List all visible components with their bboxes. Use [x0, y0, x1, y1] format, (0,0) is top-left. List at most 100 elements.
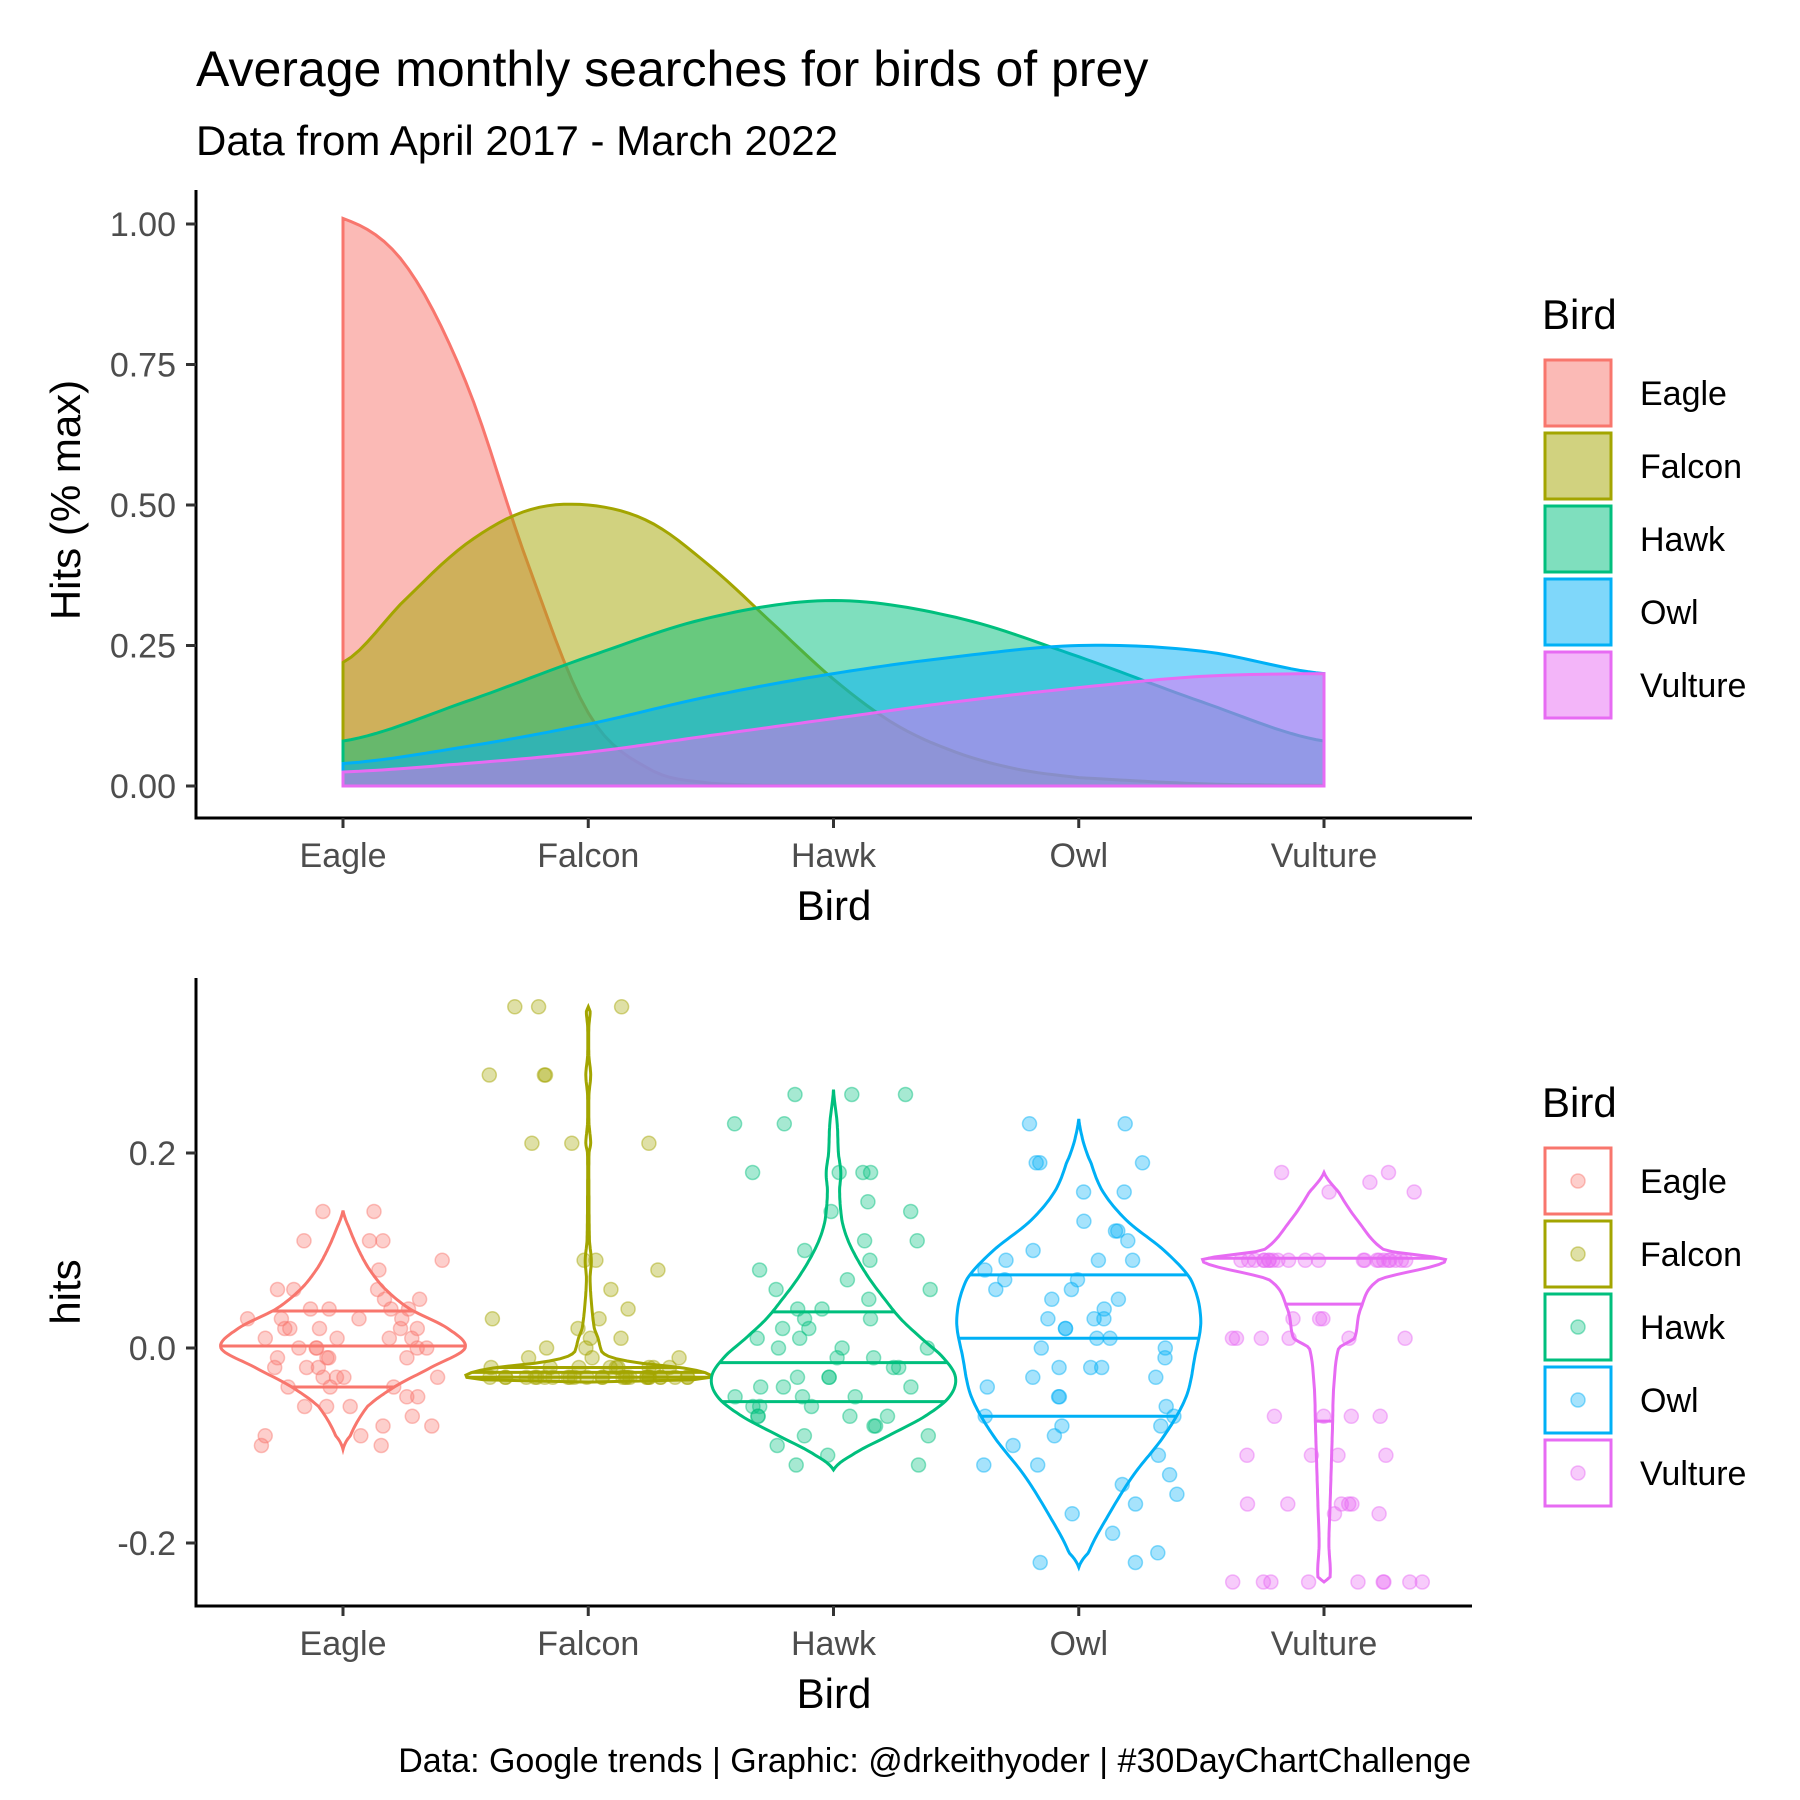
point-eagle [429, 1369, 446, 1386]
point-vulture [1350, 1574, 1366, 1590]
y-tick-label-bottom: 0.2 [129, 1135, 176, 1173]
point-eagle [298, 1359, 315, 1376]
violin-vulture [1200, 1168, 1448, 1584]
point-hawk [844, 1086, 860, 1103]
point-eagle [353, 1428, 369, 1444]
point-hawk [821, 1369, 837, 1386]
x-ticks-bottom: Eagle Falcon Hawk Owl Vulture [300, 1606, 1377, 1663]
point-owl [1116, 1184, 1132, 1200]
point-vulture [1397, 1330, 1413, 1347]
point-owl [1005, 1437, 1021, 1454]
point-falcon [484, 1311, 501, 1327]
legend-key-eagle [1543, 358, 1613, 428]
point-falcon [530, 999, 547, 1015]
y-tick-label-bottom: 0.0 [129, 1330, 176, 1368]
point-falcon [620, 1301, 636, 1317]
point-falcon [578, 1340, 594, 1356]
point-eagle [296, 1233, 312, 1249]
point-vulture [1340, 1496, 1357, 1512]
point-owl [1110, 1223, 1126, 1239]
point-owl [1134, 1155, 1151, 1171]
point-owl [1127, 1554, 1144, 1571]
point-vulture [1375, 1574, 1391, 1590]
point-vulture [1343, 1408, 1360, 1425]
point-owl [1093, 1359, 1110, 1376]
point-owl [1120, 1233, 1136, 1249]
legend-top: Bird Eagle Falcon Hawk Owl Vulture [1542, 291, 1746, 720]
point-eagle [381, 1330, 398, 1347]
legend-key-bottom-falcon [1543, 1219, 1613, 1289]
point-falcon [537, 1067, 554, 1083]
legend-dot-falcon [1570, 1246, 1586, 1262]
legend-key-bottom-owl [1543, 1365, 1613, 1435]
legend-key-bottom-eagle [1543, 1146, 1613, 1216]
point-hawk [788, 1457, 804, 1473]
point-owl [1057, 1320, 1074, 1337]
point-vulture [1263, 1574, 1279, 1590]
point-hawk [750, 1408, 766, 1425]
point-hawk [752, 1379, 769, 1395]
y-axis-title-bottom: hits [42, 1259, 89, 1324]
x-tick-label-top: Falcon [537, 837, 639, 875]
point-falcon [641, 1135, 657, 1152]
point-owl [1029, 1457, 1046, 1473]
point-eagle [375, 1233, 391, 1249]
point-owl [1110, 1291, 1127, 1308]
point-falcon [507, 999, 523, 1015]
legend-label-bottom-eagle: Eagle [1640, 1163, 1727, 1201]
point-owl [1157, 1350, 1173, 1366]
x-axis-title-top: Bird [797, 882, 872, 929]
point-vulture [1344, 1496, 1360, 1512]
point-falcon [524, 1135, 540, 1152]
violin-panel: -0.2 0.0 0.2 Eagle Falcon Hawk Owl Vulture hit… [42, 978, 1746, 1717]
point-eagle [319, 1350, 335, 1366]
point-owl [1148, 1369, 1164, 1386]
point-hawk [855, 1164, 871, 1181]
legend-label-bottom-hawk: Hawk [1640, 1309, 1726, 1347]
point-eagle [315, 1203, 331, 1220]
point-hawk [879, 1408, 896, 1425]
point-owl [1157, 1340, 1174, 1356]
point-eagle [269, 1350, 286, 1366]
point-owl [1051, 1389, 1068, 1405]
point-vulture [1253, 1330, 1270, 1347]
point-owl [1044, 1291, 1060, 1308]
point-hawk [862, 1164, 879, 1181]
point-owl [1075, 1184, 1092, 1200]
point-vulture [1310, 1252, 1327, 1269]
point-eagle [434, 1252, 450, 1269]
point-falcon [538, 1340, 555, 1356]
point-hawk [862, 1252, 878, 1269]
point-vulture [1378, 1447, 1394, 1464]
point-vulture [1297, 1252, 1314, 1269]
point-hawk [910, 1457, 927, 1473]
point-hawk [814, 1301, 830, 1317]
legend-key-falcon [1543, 431, 1613, 501]
point-hawk [774, 1320, 791, 1337]
point-owl [988, 1281, 1004, 1298]
point-hawk [860, 1194, 876, 1210]
jitter-points [239, 999, 1431, 1590]
point-vulture [1224, 1574, 1241, 1590]
point-hawk [791, 1330, 808, 1347]
point-eagle [399, 1389, 415, 1405]
point-hawk [862, 1311, 879, 1327]
point-vulture [1300, 1574, 1317, 1590]
point-vulture [1255, 1574, 1272, 1590]
y-tick-label-top: 0.50 [110, 487, 176, 525]
point-vulture [1380, 1164, 1397, 1181]
point-hawk [751, 1262, 768, 1278]
x-tick-label-bottom: Vulture [1271, 1625, 1377, 1663]
point-vulture [1402, 1574, 1418, 1590]
point-vulture [1371, 1506, 1387, 1522]
point-eagle [329, 1330, 345, 1347]
legend-key-vulture [1543, 650, 1613, 720]
x-tick-label-bottom: Owl [1049, 1625, 1108, 1663]
point-owl [1104, 1525, 1121, 1542]
point-eagle [336, 1369, 352, 1386]
point-hawk [903, 1379, 919, 1395]
point-hawk [922, 1281, 938, 1298]
point-owl [1054, 1418, 1070, 1434]
point-hawk [770, 1340, 787, 1356]
